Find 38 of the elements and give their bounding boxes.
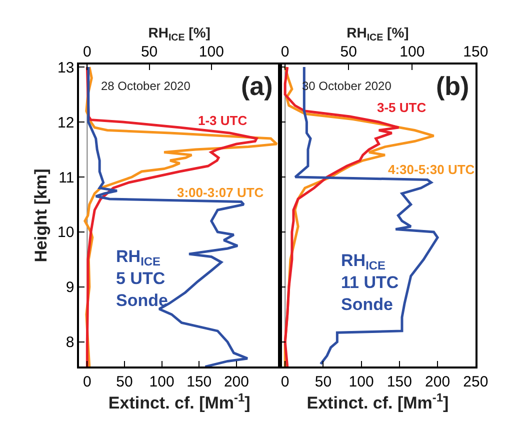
x-tick-label: 100: [149, 373, 174, 390]
x-tick-label: 150: [186, 373, 212, 390]
x2-tick-label: 100: [198, 44, 224, 61]
x-tick-label: 100: [348, 373, 374, 390]
series-label: RH$_{ICE}$ 11 UTC Sonde: [341, 251, 399, 314]
x2-axis-title: RH$_{ICE}$ [%]: [346, 24, 409, 44]
y-tick-label: 8: [66, 334, 74, 352]
annotation: (b): [436, 71, 470, 101]
x-tick-label: 50: [116, 373, 133, 390]
x2-tick-label: 50: [140, 44, 158, 61]
x2-tick-label: 0: [280, 44, 290, 61]
x2-axis-title: RH$_{ICE}$ [%]: [148, 24, 210, 44]
y-tick-label: 13: [58, 59, 74, 76]
y-tick-label: 10: [58, 224, 74, 242]
annotation: (a): [241, 71, 273, 101]
x-tick-label: 0: [280, 373, 290, 390]
y-tick-label: 12: [58, 114, 74, 132]
y-tick-label: 11: [58, 169, 74, 186]
series-label: 4:30-5:30 UTC: [388, 162, 476, 177]
x2-tick-label: 0: [82, 44, 92, 61]
x-tick-label: 200: [224, 373, 249, 390]
x-tick-label: 250: [463, 373, 488, 390]
series-label: 3:00-3:07 UTC: [177, 185, 264, 200]
x-axis-title: Extinct. cf. [Mm$^{-1}$]: [306, 390, 449, 413]
series-label: 1-3 UTC: [198, 113, 248, 128]
x-tick-label: 0: [82, 373, 92, 390]
x2-tick-label: 100: [400, 44, 425, 61]
y-axis-title: Height [km]: [32, 168, 51, 262]
annotation: 28 October 2020: [101, 79, 191, 93]
y-tick-label: 9: [66, 279, 74, 296]
x2-tick-label: 50: [340, 44, 357, 61]
x-tick-label: 150: [386, 373, 412, 390]
x2-tick-label: 150: [463, 44, 488, 61]
x-tick-label: 200: [425, 373, 450, 390]
series-label: RH$_{ICE}$ 5 UTC Sonde: [116, 247, 168, 310]
series-label: 3-5 UTC: [377, 100, 427, 115]
x-axis-title: Extinct. cf. [Mm$^{-1}$]: [108, 390, 250, 413]
x-tick-label: 50: [314, 373, 332, 390]
